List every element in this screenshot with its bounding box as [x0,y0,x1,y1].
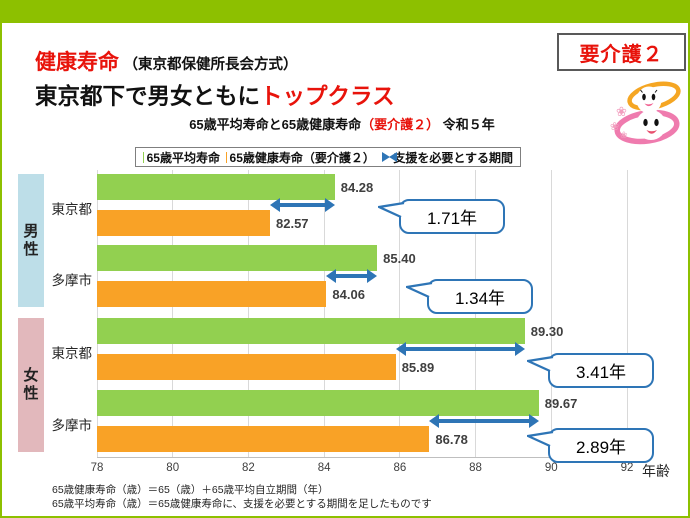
gridline [626,170,628,457]
gap-callout: 2.89年 [548,428,654,463]
gap-callout: 3.41年 [548,353,654,388]
svg-text:❀: ❀ [620,130,628,140]
chart-title: 65歳平均寿命と65歳健康寿命（要介護２） 令和５年 [62,114,622,133]
x-axis-line [97,457,643,458]
gap-arrow [270,198,335,212]
bar-healthy-lifespan [97,354,396,380]
gap-arrow [395,342,525,356]
group-band: 女性 [18,318,44,452]
gridline [96,170,98,457]
mascot-icon: ❀ ❀ ❀ [610,81,681,145]
callout-tail [527,430,554,448]
title-line2: 東京都下で男女ともにトップクラス [35,79,395,111]
page-title: 健康寿命 （東京都保健所長会方式） 東京都下で男女ともにトップクラス [35,46,395,111]
legend-swatch-mean [143,151,144,163]
x-tick-label: 90 [544,462,558,474]
title-line1: 健康寿命 （東京都保健所長会方式） [35,46,395,76]
value-label-mean: 89.30 [530,324,564,339]
svg-text:❀: ❀ [616,104,627,119]
gap-arrow-head [514,342,525,356]
bar-healthy-lifespan [97,281,327,307]
x-axis-title: 年齢 [642,463,670,479]
bar-healthy-lifespan [97,426,430,452]
callout-tail [406,281,433,299]
bar-mean-lifespan [97,245,378,271]
care-level-badge: 要介護２ [557,33,686,71]
callout-tail [527,355,554,373]
category-label: 多摩市 [51,418,93,433]
x-tick-label: 88 [469,462,482,474]
legend-swatch-healthy [225,151,227,163]
x-tick-label: 78 [90,462,104,474]
value-label-healthy: 86.78 [435,432,468,447]
legend-arrow-icon [382,151,397,163]
gridline [323,170,325,457]
footnote-line: 65歳健康寿命（歳）＝65（歳）＋65歳平均自立期間（年） [52,484,329,496]
svg-text:❀: ❀ [610,121,619,133]
gap-arrow-shaft [401,347,519,351]
legend-label-arrow: 支援を必要とする期間 [393,150,513,165]
category-label: 多摩市 [51,273,93,288]
category-label: 東京都 [51,202,93,217]
gap-arrow-head [270,198,280,212]
category-label: 東京都 [51,346,93,361]
value-label-mean: 85.40 [383,251,416,266]
gap-arrow-shaft [435,419,533,423]
gap-arrow [326,269,378,283]
title-method: （東京都保健所長会方式） [123,57,298,73]
value-label-healthy: 85.89 [401,360,435,375]
value-label-healthy: 82.57 [276,216,309,231]
x-tick-label: 86 [393,462,407,474]
bar-mean-lifespan [97,390,539,416]
title-line2-red: トップクラス [260,84,395,109]
value-label-healthy: 84.06 [332,287,365,302]
chart-legend: 65歳平均寿命 65歳健康寿命（要介護２） 支援を必要とする期間 [135,147,521,167]
callout-tail [378,201,405,219]
gap-arrow-shaft [332,274,372,278]
x-tick-label: 92 [620,462,634,474]
gap-arrow-head [324,198,335,212]
legend-label-healthy: 65歳健康寿命（要介護２） [229,150,375,165]
gap-arrow-shaft [276,203,329,207]
gridline [550,170,552,457]
gap-arrow-head [528,414,539,428]
title-main: 健康寿命 [35,51,119,74]
gap-arrow-head [367,269,378,283]
x-tick-label: 80 [166,462,180,474]
chart-title-before: 65歳平均寿命と65歳健康寿命 [189,117,362,132]
gridline [247,170,249,457]
footnotes: 65歳健康寿命（歳）＝65（歳）＋65歳平均自立期間（年） 65歳平均寿命（歳）… [52,484,432,511]
value-label-mean: 84.28 [340,180,374,195]
gap-arrow-head [395,342,406,356]
chart-title-red: （要介護２） [361,117,440,132]
group-band: 男性 [18,174,44,307]
bar-healthy-lifespan [97,210,270,236]
care-level-badge-label: 要介護２ [579,43,664,66]
gridline [172,170,174,457]
gridline [399,170,401,457]
gap-arrow-head [326,269,337,283]
gap-callout: 1.71年 [399,199,505,234]
gap-callout: 1.34年 [427,279,533,314]
x-tick-label: 82 [242,462,255,474]
x-tick-label: 84 [317,462,331,474]
title-line2-black: 東京都下で男女ともに [35,84,261,109]
bar-mean-lifespan [97,174,335,200]
value-label-mean: 89.67 [544,396,578,411]
gap-arrow [429,414,539,428]
chart-title-after: 令和５年 [442,117,495,132]
bar-mean-lifespan [97,318,525,344]
footnote-line: 65歳平均寿命（歳）＝65歳健康寿命に、支援を必要とする期間を足したものです [52,497,432,510]
top-green-band [2,2,688,23]
gap-arrow-head [429,414,440,428]
legend-label-mean: 65歳平均寿命 [146,150,220,165]
